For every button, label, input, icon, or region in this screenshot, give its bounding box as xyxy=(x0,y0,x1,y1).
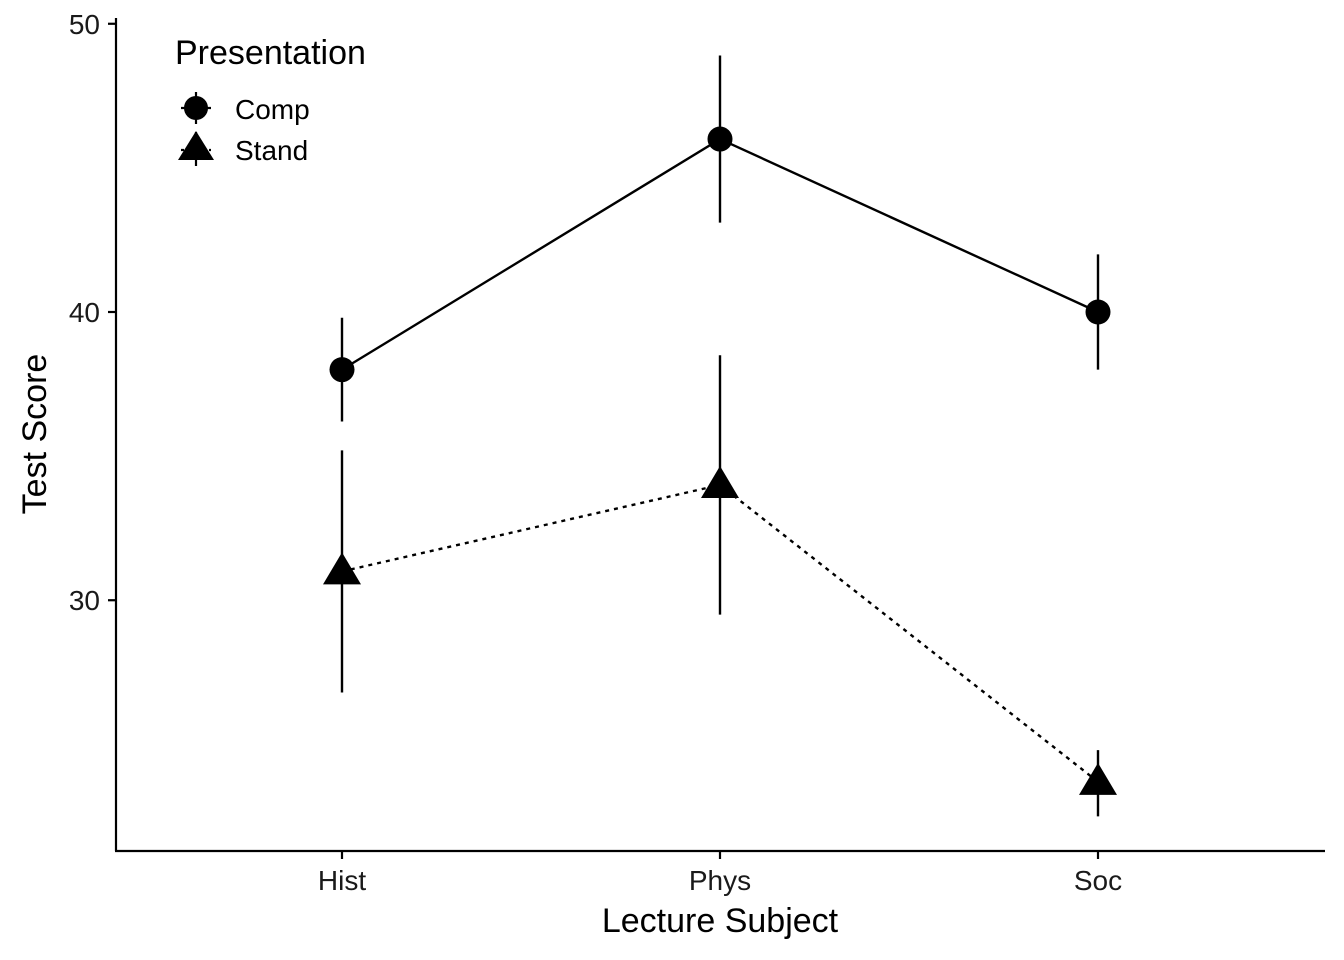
x-ticks: Hist Phys Soc xyxy=(318,851,1122,896)
data-point-stand xyxy=(323,552,361,585)
data-point-stand xyxy=(701,465,739,498)
y-axis-title: Test Score xyxy=(16,354,54,515)
legend-label-stand: Stand xyxy=(235,135,308,166)
legend-stand-triangle-icon xyxy=(178,131,214,160)
legend-title: Presentation xyxy=(175,34,366,72)
legend-label-comp: Comp xyxy=(235,94,310,125)
data-point-stand xyxy=(1079,762,1117,795)
y-tick-label: 50 xyxy=(69,9,100,40)
x-tick-label: Phys xyxy=(689,865,751,896)
data-point-comp xyxy=(1085,299,1111,325)
data-point-comp xyxy=(329,357,355,383)
y-tick-label: 40 xyxy=(69,297,100,328)
series-comp xyxy=(329,55,1111,422)
series-stand xyxy=(323,355,1117,817)
legend-key-stand xyxy=(178,131,214,166)
data-point-comp xyxy=(707,126,733,152)
legend-key-comp xyxy=(181,92,211,124)
x-axis-title: Lecture Subject xyxy=(602,902,839,940)
x-tick-label: Hist xyxy=(318,865,366,896)
legend-comp-circle-icon xyxy=(184,96,208,120)
series-layer xyxy=(323,55,1117,817)
y-ticks: 30 40 50 xyxy=(69,9,116,616)
x-tick-label: Soc xyxy=(1074,865,1122,896)
legend: Presentation Comp Stand xyxy=(175,34,366,166)
y-tick-label: 30 xyxy=(69,585,100,616)
